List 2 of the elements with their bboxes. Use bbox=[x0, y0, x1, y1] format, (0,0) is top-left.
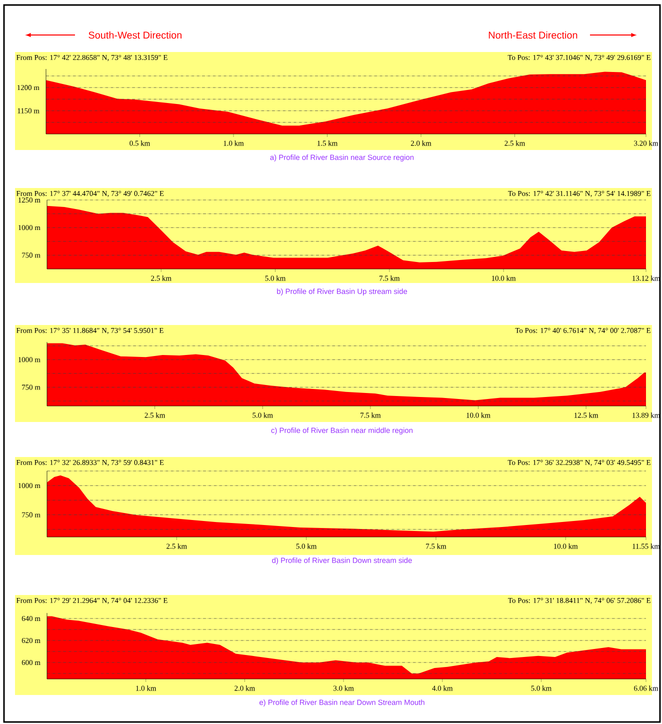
text: South-West Direction bbox=[88, 31, 182, 39]
text: North-East Direction bbox=[488, 31, 578, 39]
